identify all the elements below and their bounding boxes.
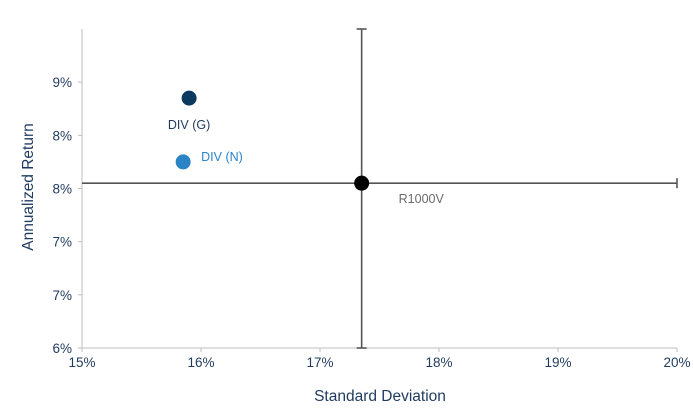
x-tick-label: 20%: [663, 355, 690, 370]
crosshair: [82, 28, 678, 349]
data-point-label: DIV (N): [201, 150, 243, 164]
y-axis-title: Annualized Return: [20, 123, 37, 251]
data-point-label: DIV (G): [168, 118, 210, 132]
data-point-label: R1000V: [399, 192, 445, 206]
y-tick-label: 8%: [52, 182, 72, 197]
axes: [81, 29, 677, 349]
y-tick-label: 7%: [52, 235, 72, 250]
y-tick-label: 6%: [52, 341, 72, 356]
data-points: DIV (G) DIV (N) R1000V: [168, 90, 445, 206]
x-axis-title: Standard Deviation: [314, 388, 446, 405]
x-tick-label: 16%: [187, 355, 214, 370]
x-tick-label: 19%: [544, 355, 571, 370]
data-point: [175, 154, 191, 170]
x-tick-label: 17%: [306, 355, 333, 370]
y-axis-ticks: 6% 7% 7% 8% 8% 9%: [52, 75, 82, 356]
data-point: [181, 90, 197, 106]
x-tick-label: 18%: [425, 355, 452, 370]
y-tick-label: 8%: [52, 128, 72, 143]
y-tick-label: 9%: [52, 75, 72, 90]
data-point: [354, 175, 370, 191]
y-tick-label: 7%: [52, 288, 72, 303]
x-axis-ticks: 15% 16% 17% 18% 19% 20%: [68, 348, 691, 370]
x-tick-label: 15%: [68, 355, 95, 370]
